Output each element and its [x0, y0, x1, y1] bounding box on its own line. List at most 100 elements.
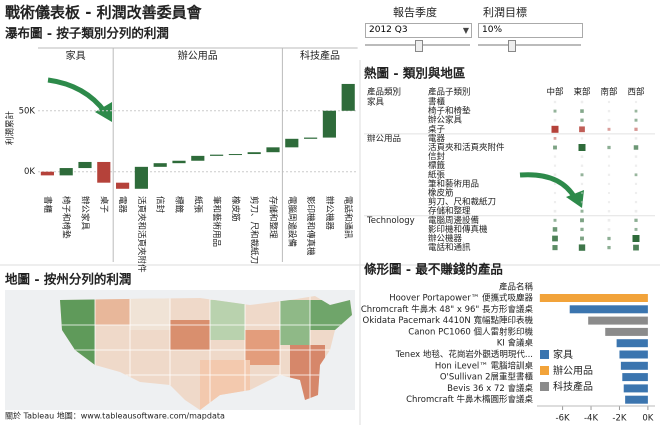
- heat-cell: [552, 227, 558, 232]
- bar: [619, 350, 648, 359]
- x-tick-label: 桌子: [98, 196, 109, 214]
- subcategory-label: 紙張: [428, 169, 446, 180]
- y-axis-label: 利潤累計: [5, 111, 16, 146]
- legend-swatch: [540, 382, 549, 391]
- product-label: Hoover Portapower™ 便攜式吸塵器: [389, 293, 533, 304]
- heat-cell: [633, 145, 639, 150]
- heat-cell: [633, 244, 639, 251]
- heat-cell: [607, 173, 611, 176]
- slider-thumb[interactable]: [415, 40, 423, 52]
- heat-cell: [553, 145, 557, 150]
- heat-cell: [634, 100, 638, 104]
- x-tick-label: 書櫃: [42, 196, 53, 214]
- x-tick-label: 辦公機器: [324, 196, 335, 231]
- heat-cell: [553, 201, 557, 204]
- heat-cell: [553, 218, 557, 222]
- bar: [620, 361, 648, 370]
- heat-cell: [607, 137, 611, 140]
- product-label: O'Sullivan 2層重型書櫃: [440, 372, 534, 383]
- heat-cell: [580, 155, 584, 158]
- heat-cell: [634, 227, 638, 231]
- quarter-select[interactable]: 2012 Q3 ▼: [365, 23, 472, 38]
- heat-cell: [607, 164, 611, 167]
- bar: [539, 294, 648, 302]
- heat-cell: [580, 209, 584, 213]
- column-header: 東部: [573, 87, 591, 98]
- slider-thumb[interactable]: [508, 40, 516, 52]
- heat-cell: [580, 164, 584, 167]
- heat-cell: [553, 137, 557, 140]
- heat-cell: [553, 191, 557, 195]
- bar: [588, 316, 648, 325]
- annotation-arrow-head: [95, 102, 112, 122]
- waterfall-bar: [134, 166, 148, 189]
- x-tick-label: -4K: [584, 414, 598, 424]
- target-input[interactable]: 10%: [478, 23, 583, 38]
- heat-cell: [553, 155, 557, 158]
- heat-cell: [607, 127, 611, 131]
- group-label: 家具: [66, 49, 86, 62]
- product-label: Okidata Pacemark 4410N 寬幅點陣印表機: [363, 315, 534, 326]
- heat-cell: [634, 218, 638, 222]
- heat-cell: [634, 191, 638, 195]
- heat-cell: [553, 209, 557, 213]
- chart-title: 熱圖 - 類別與地區: [364, 66, 466, 81]
- x-tick-label: 存儲和整理: [268, 196, 279, 239]
- bar: [623, 384, 648, 393]
- quarter-slider[interactable]: [365, 40, 470, 52]
- subcategory-label: 書櫃: [428, 97, 446, 108]
- waterfall-bar: [266, 147, 280, 153]
- heat-cell: [580, 118, 584, 122]
- heat-cell: [634, 137, 638, 140]
- subcategory-label: 橡皮筋: [428, 188, 454, 199]
- heat-cell: [580, 100, 584, 104]
- column-header: 西部: [627, 87, 645, 98]
- x-tick-label: 椅子和椅墊: [61, 196, 72, 239]
- waterfall-bar: [341, 83, 355, 111]
- x-tick-label: -6K: [556, 414, 570, 424]
- subcategory-label: 辦公家具: [428, 115, 463, 126]
- heat-cell: [634, 164, 638, 167]
- subcategory-label: 電器: [428, 134, 446, 144]
- waterfall-bar: [153, 163, 167, 167]
- waterfall-bar: [322, 110, 336, 138]
- x-tick-label: 電腦周邊設備: [286, 196, 297, 248]
- subrow-header: 產品子類別: [428, 87, 471, 98]
- x-tick-label: 電話和通訊: [343, 196, 354, 239]
- column-header: 南部: [600, 87, 618, 98]
- heat-cell: [607, 236, 611, 241]
- waterfall-bar: [210, 154, 224, 156]
- heat-cell: [553, 182, 557, 185]
- target-slider[interactable]: [478, 40, 581, 52]
- subcategory-label: 剪刀、尺和裁紙刀: [428, 197, 496, 208]
- heat-cell: [607, 210, 611, 213]
- heat-cell: [580, 182, 584, 186]
- waterfall-bar: [285, 138, 299, 148]
- quarter-label: 報告季度: [393, 6, 437, 19]
- subcategory-label: 影印機和傳真機: [428, 224, 488, 235]
- heat-cell: [580, 227, 584, 232]
- heat-cell: [634, 209, 638, 213]
- heat-cell: [634, 109, 638, 113]
- x-tick-label: 橡皮筋: [230, 196, 241, 222]
- heat-cell: [578, 144, 586, 151]
- x-tick-label: 標籤: [174, 196, 185, 214]
- heat-cell: [607, 145, 611, 150]
- waterfall-bar: [191, 155, 205, 161]
- x-tick-label: -2K: [612, 414, 626, 424]
- waterfall-bar: [247, 152, 261, 155]
- bar: [605, 327, 648, 336]
- subcategory-label: 桌子: [428, 124, 446, 135]
- legend-label: 科技產品: [553, 380, 593, 393]
- legend-swatch: [540, 350, 549, 359]
- subcategory-label: 電腦周邊設備: [428, 215, 480, 226]
- group-label: 科技產品: [300, 49, 340, 62]
- quarter-value: 2012 Q3: [369, 25, 408, 35]
- heat-cell: [552, 245, 558, 251]
- dashboard-title: 戰術儀表板 - 利潤改善委員會: [5, 4, 203, 22]
- x-tick-label: 辦公家具: [80, 196, 91, 231]
- category-header: 產品名稱: [499, 282, 534, 293]
- heat-cell: [580, 191, 584, 195]
- x-tick-label: 活頁夾和活頁夾附件: [136, 196, 147, 273]
